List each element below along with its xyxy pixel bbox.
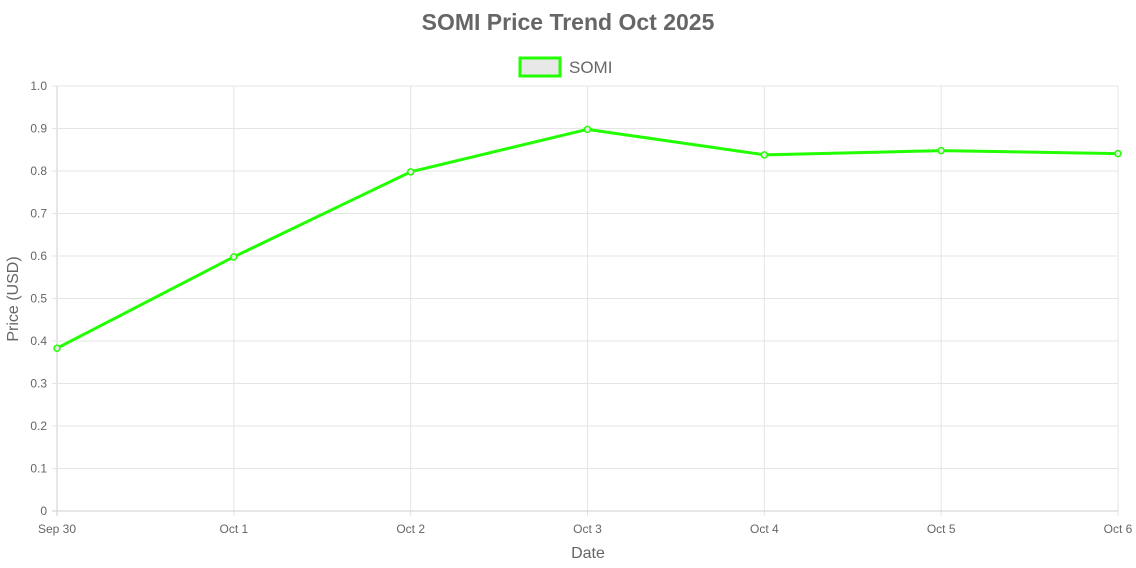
- y-tick-label: 0.3: [30, 377, 47, 391]
- data-point[interactable]: [53, 344, 61, 352]
- x-tick-label: Oct 6: [1104, 522, 1133, 536]
- y-tick-label: 0.7: [30, 207, 47, 221]
- legend-swatch[interactable]: [518, 56, 562, 78]
- data-point[interactable]: [760, 151, 769, 159]
- x-axis-title: Date: [571, 545, 605, 562]
- legend[interactable]: SOMI: [518, 56, 612, 78]
- y-tick-label: 0.6: [30, 249, 47, 263]
- y-tick-label: 1.0: [30, 79, 47, 93]
- x-tick-label: Oct 1: [219, 522, 248, 536]
- data-point[interactable]: [230, 253, 238, 261]
- y-tick-label: 0.1: [30, 462, 47, 476]
- legend-label-somi[interactable]: SOMI: [569, 58, 612, 77]
- data-point[interactable]: [937, 146, 945, 155]
- y-axis-ticks: 0 0.1 0.2 0.3 0.4 0.5 0.6 0.7 0.8 0.9 1.0: [30, 79, 47, 518]
- x-tick-label: Oct 5: [927, 522, 956, 536]
- data-point[interactable]: [406, 168, 415, 176]
- y-axis-title: Price (USD): [5, 256, 22, 341]
- data-point[interactable]: [1114, 149, 1122, 158]
- x-tick-label: Sep 30: [38, 522, 76, 536]
- y-tick-label: 0.5: [30, 292, 47, 306]
- y-tick-label: 0.4: [30, 334, 47, 348]
- y-tick-label: 0: [40, 504, 47, 518]
- x-axis-ticks: Sep 30 Oct 1 Oct 2 Oct 3 Oct 4 Oct 5 Oct 6: [38, 522, 1133, 536]
- x-tick-label: Oct 3: [573, 522, 602, 536]
- x-tick-label: Oct 2: [396, 522, 425, 536]
- series-somi: [53, 125, 1122, 352]
- chart-title: SOMI Price Trend Oct 2025: [422, 9, 715, 35]
- y-tick-label: 0.2: [30, 419, 47, 433]
- x-tick-label: Oct 4: [750, 522, 779, 536]
- y-tick-label: 0.8: [30, 164, 47, 178]
- y-tick-label: 0.9: [30, 122, 47, 136]
- data-point[interactable]: [583, 125, 592, 134]
